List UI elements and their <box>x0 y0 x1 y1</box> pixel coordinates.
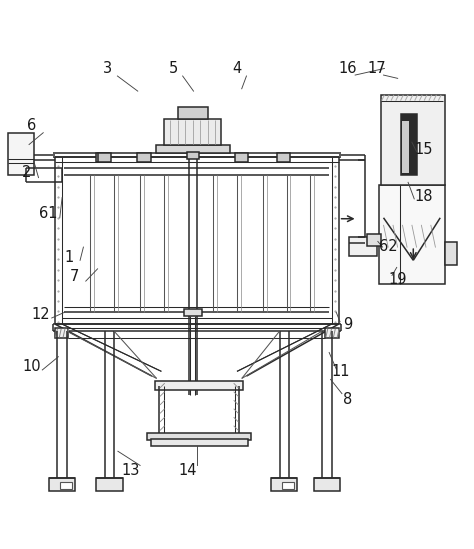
Bar <box>277 153 290 162</box>
Bar <box>184 309 201 316</box>
Text: 1: 1 <box>64 250 74 266</box>
Text: 8: 8 <box>344 392 353 407</box>
Text: 62: 62 <box>379 239 398 254</box>
Text: 7: 7 <box>69 270 79 284</box>
Bar <box>8 133 34 175</box>
Text: 10: 10 <box>22 359 41 374</box>
Bar <box>137 153 151 162</box>
Bar <box>367 234 381 246</box>
Bar <box>156 145 230 153</box>
Text: 4: 4 <box>232 61 242 76</box>
Bar <box>151 439 248 446</box>
Text: 61: 61 <box>39 205 57 221</box>
Text: 12: 12 <box>32 307 50 322</box>
Bar <box>55 328 68 338</box>
Text: 17: 17 <box>367 61 386 76</box>
Bar <box>98 153 111 162</box>
Bar <box>402 121 409 173</box>
Text: 2: 2 <box>22 165 31 181</box>
Bar <box>271 478 298 491</box>
Bar <box>282 481 294 489</box>
Bar <box>325 328 338 338</box>
Text: 3: 3 <box>102 61 111 76</box>
Bar <box>349 237 377 256</box>
Text: 18: 18 <box>414 189 433 204</box>
Text: 14: 14 <box>178 463 197 478</box>
Text: 9: 9 <box>344 317 353 332</box>
Text: 19: 19 <box>388 272 407 287</box>
Bar <box>96 478 123 491</box>
Bar <box>379 184 445 284</box>
Bar <box>60 481 72 489</box>
Text: 13: 13 <box>121 463 140 478</box>
Bar <box>147 433 251 440</box>
Text: 16: 16 <box>339 61 357 76</box>
Bar <box>445 242 457 265</box>
Bar <box>164 119 221 145</box>
Bar <box>401 114 417 175</box>
Bar <box>155 381 243 390</box>
Bar <box>49 478 75 491</box>
Bar <box>314 478 340 491</box>
Bar <box>381 95 445 184</box>
Text: 11: 11 <box>332 364 350 379</box>
Text: 5: 5 <box>169 61 178 76</box>
Bar <box>235 153 248 162</box>
Bar <box>178 107 208 119</box>
Text: 6: 6 <box>27 118 36 133</box>
Text: 15: 15 <box>414 142 433 157</box>
Bar <box>187 152 199 159</box>
Bar <box>96 153 109 162</box>
